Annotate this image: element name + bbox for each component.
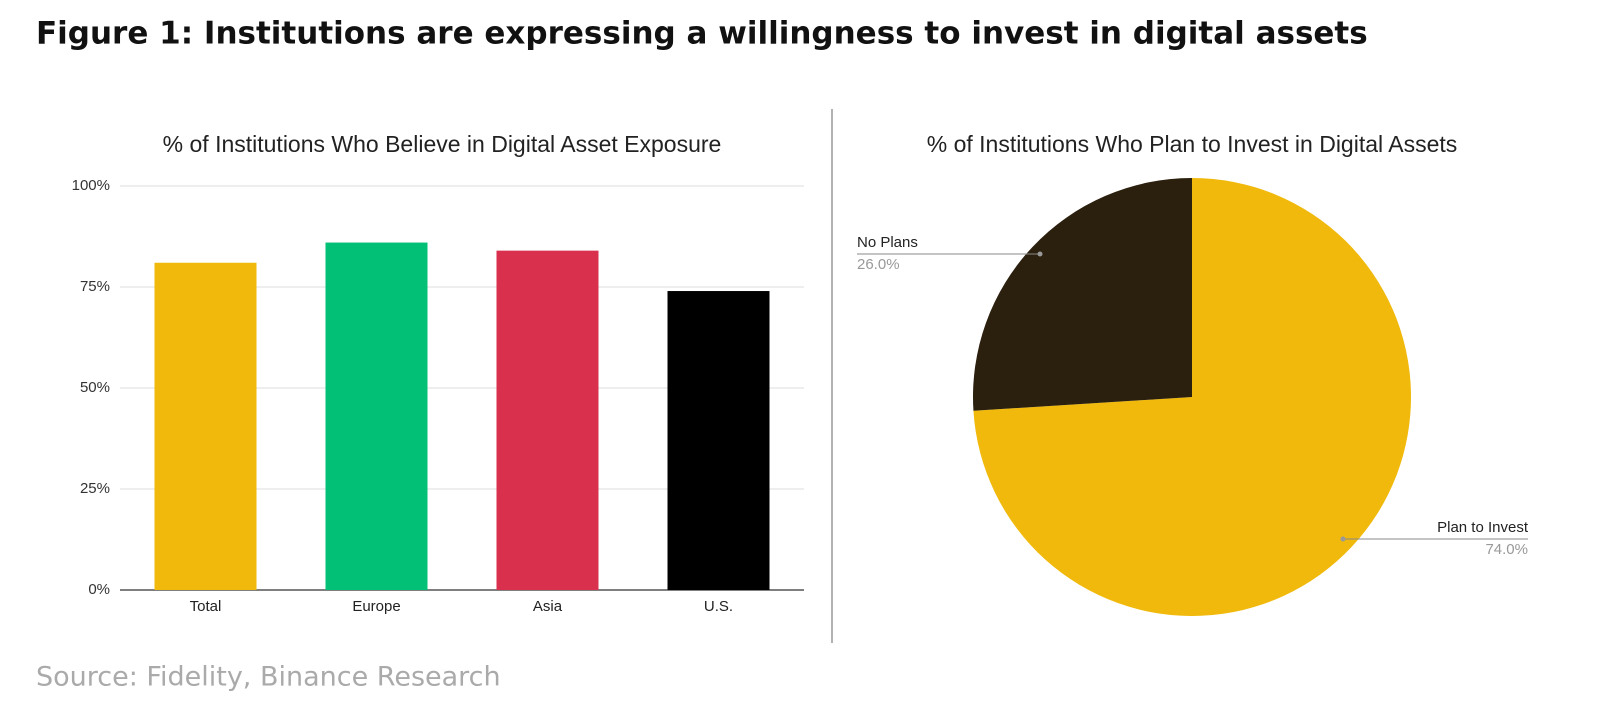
figure-title: Figure 1: Institutions are expressing a …: [36, 16, 1368, 52]
slice-value-label: 26.0%: [857, 256, 900, 273]
slice-value-label: 74.0%: [1485, 541, 1528, 558]
x-tick-label: U.S.: [704, 598, 733, 615]
slice-label: No Plans: [857, 234, 918, 251]
y-tick-label: 25%: [80, 480, 110, 497]
bar: [154, 262, 257, 590]
bar: [325, 242, 428, 590]
y-tick-label: 50%: [80, 379, 110, 396]
chart-title: % of Institutions Who Plan to Invest in …: [927, 131, 1458, 157]
x-tick-label: Europe: [352, 598, 400, 615]
slice-label: Plan to Invest: [1437, 519, 1529, 536]
y-tick-label: 0%: [88, 581, 110, 598]
x-tick-label: Asia: [533, 598, 563, 615]
x-tick-label: Total: [190, 598, 222, 615]
bar: [496, 250, 599, 590]
pie-slice: [973, 178, 1192, 411]
y-tick-label: 100%: [72, 177, 110, 194]
leader-dot: [1037, 251, 1043, 257]
y-tick-label: 75%: [80, 278, 110, 295]
chart-title: % of Institutions Who Believe in Digital…: [163, 131, 722, 157]
source: Source: Fidelity, Binance Research: [36, 662, 501, 693]
bar: [667, 291, 770, 590]
leader-dot: [1340, 536, 1346, 542]
pie-slice: [973, 178, 1411, 616]
